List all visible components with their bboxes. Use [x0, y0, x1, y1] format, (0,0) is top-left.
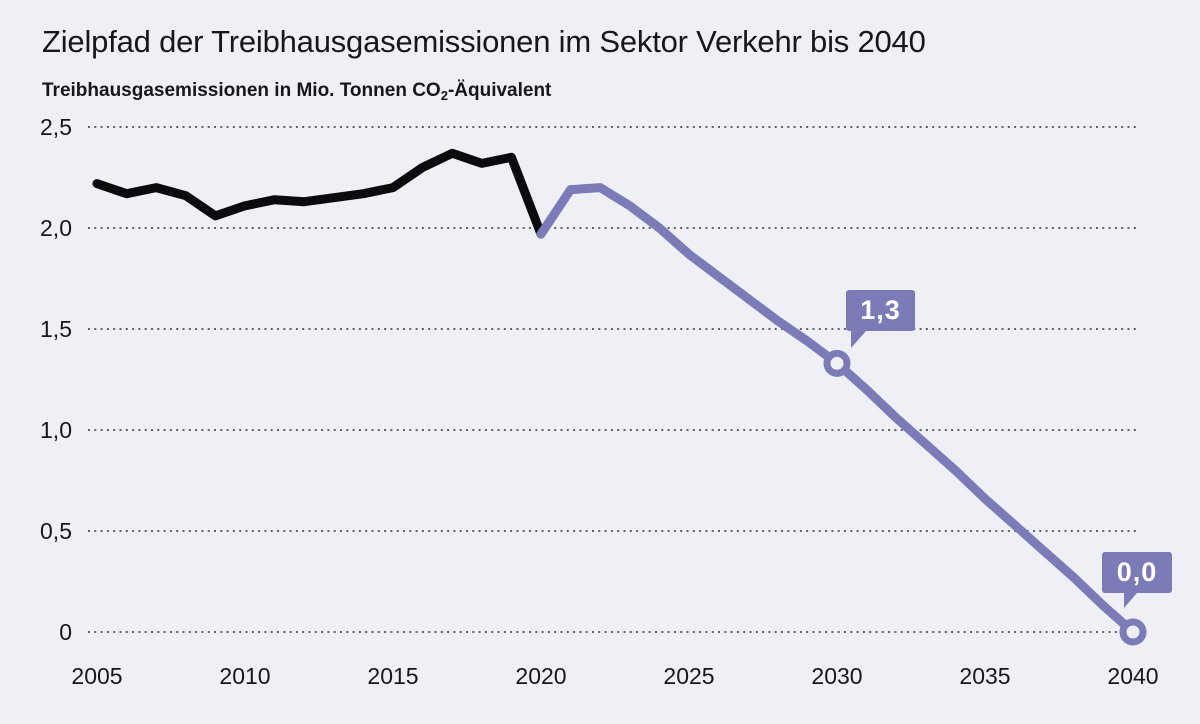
y-tick-label-1,5: 1,5 — [40, 316, 72, 342]
x-tick-label-2035: 2035 — [959, 663, 1011, 689]
y-tick-label-0: 0 — [59, 619, 72, 645]
marker-2030 — [823, 349, 851, 377]
callout-2040: 0,0 — [1102, 552, 1172, 608]
subtitle-suffix: -Äquivalent — [447, 80, 552, 101]
y-tick-label-1,0: 1,0 — [40, 417, 72, 443]
historische-emissionen-line — [92, 148, 546, 239]
y-tick-label-2,5: 2,5 — [40, 114, 72, 140]
page-title: Zielpfad der Treibhausgasemissionen im S… — [42, 24, 926, 59]
y-axis: 2,5 2,0 1,5 1,0 0,5 0 — [0, 0, 72, 724]
x-tick-label-2005: 2005 — [71, 663, 123, 689]
callout-2030: 1,3 — [846, 290, 915, 348]
chart-subtitle: Treibhausgasemissionen in Mio. Tonnen CO… — [42, 80, 552, 103]
y-tick-label-2,0: 2,0 — [40, 215, 72, 241]
callout-2030-value: 1,3 — [860, 295, 901, 325]
subtitle-text: Treibhausgasemissionen in Mio. Tonnen CO — [42, 80, 441, 101]
callout-2040-value: 0,0 — [1116, 557, 1158, 587]
x-tick-label-2020: 2020 — [515, 663, 567, 689]
x-tick-label-2040: 2040 — [1107, 663, 1159, 689]
y-tick-label-0,5: 0,5 — [40, 518, 72, 544]
marker-2040 — [1119, 618, 1147, 646]
x-tick-label-2025: 2025 — [663, 663, 715, 689]
x-tick-label-2010: 2010 — [219, 663, 271, 689]
x-tick-label-2015: 2015 — [367, 663, 419, 689]
subtitle-subscript: 2 — [440, 88, 448, 103]
x-tick-label-2030: 2030 — [811, 663, 863, 689]
